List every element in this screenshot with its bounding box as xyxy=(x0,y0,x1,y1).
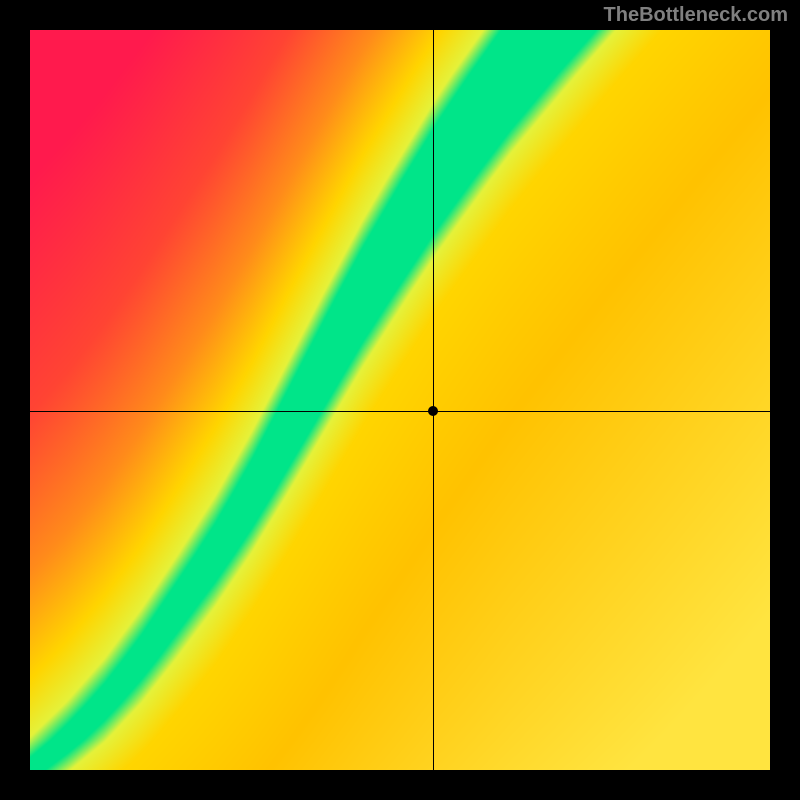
watermark-text: TheBottleneck.com xyxy=(604,4,788,27)
marker-dot xyxy=(428,406,438,416)
heatmap-canvas xyxy=(30,30,770,770)
crosshair-vertical xyxy=(433,30,434,770)
chart-container xyxy=(30,30,770,770)
crosshair-horizontal xyxy=(30,411,770,412)
